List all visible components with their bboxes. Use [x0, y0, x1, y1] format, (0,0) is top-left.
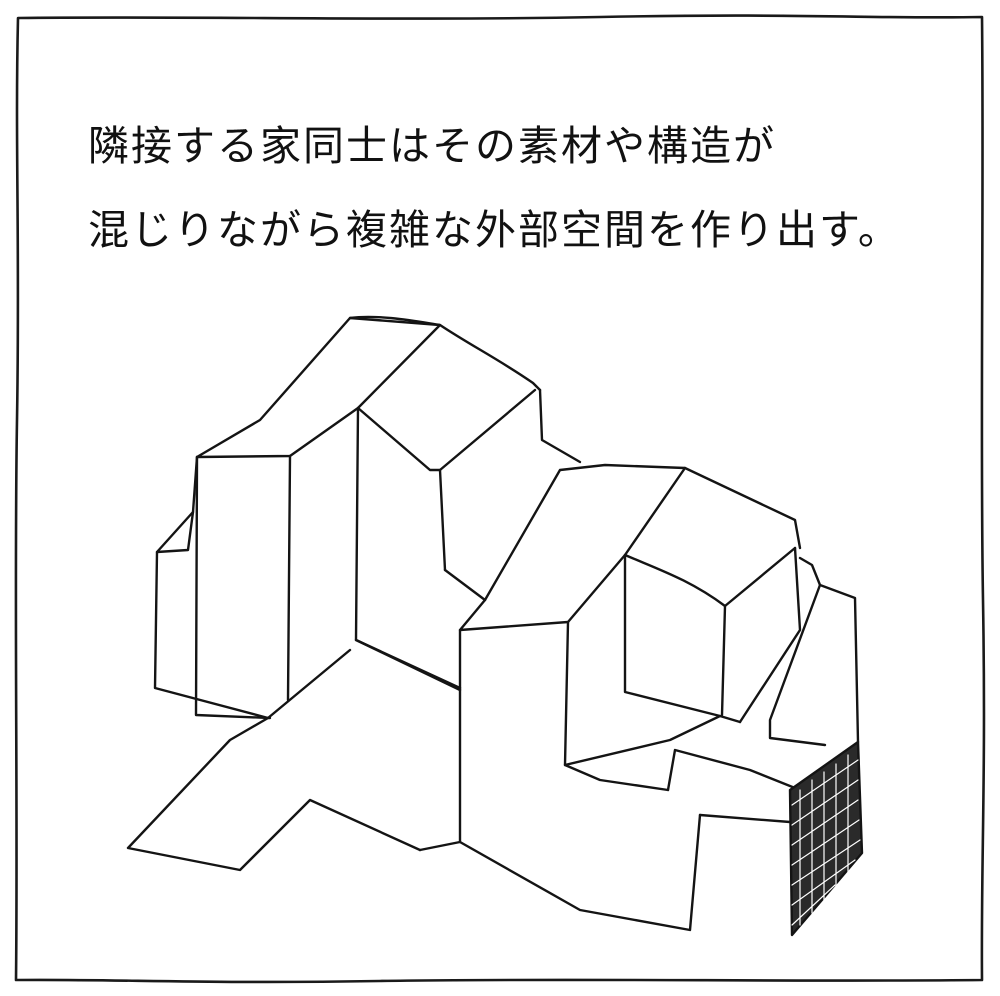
ground-plane	[126, 638, 462, 872]
caption-text: 隣接する家同士はその素材や構造が 混じりながら複雑な外部空間を作り出す。	[88, 104, 948, 272]
caption-line-2: 混じりながら複雑な外部空間を作り出す。	[88, 206, 901, 254]
center-volume	[418, 463, 802, 932]
hatched-screen	[788, 740, 864, 937]
right-volume	[666, 556, 860, 792]
caption-line-1: 隣接する家同士はその素材や構造が	[88, 122, 776, 170]
left-volume	[153, 315, 582, 720]
